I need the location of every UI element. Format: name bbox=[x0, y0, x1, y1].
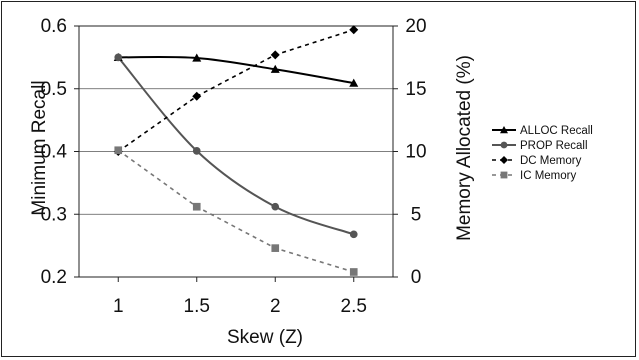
axes bbox=[74, 25, 398, 282]
data-point bbox=[349, 25, 359, 35]
y-tick-label: 0.4 bbox=[41, 142, 68, 163]
y2-tick-label: 0 bbox=[411, 267, 422, 288]
legend-entry: ALLOC Recall bbox=[492, 125, 593, 137]
x-tick-label: 2 bbox=[270, 296, 281, 317]
series-line-2 bbox=[117, 29, 354, 153]
y2-tick-label: 10 bbox=[405, 142, 426, 163]
legend-marker bbox=[500, 171, 508, 179]
data-point bbox=[192, 91, 202, 101]
x-tick-label: 2.5 bbox=[341, 296, 367, 317]
data-point bbox=[192, 53, 202, 62]
legend: ALLOC Recall PROP Recall DC Memory IC Memor… bbox=[492, 125, 593, 182]
data-point bbox=[114, 53, 123, 62]
legend-entry: PROP Recall bbox=[492, 140, 588, 152]
x-axis-title: Skew (Z) bbox=[227, 327, 303, 348]
data-point bbox=[192, 147, 201, 155]
y-tick-label: 0.5 bbox=[41, 79, 67, 100]
data-point bbox=[192, 202, 201, 211]
y2-tick-label: 15 bbox=[405, 79, 426, 100]
y-tick-label: 0.6 bbox=[41, 16, 67, 37]
data-point bbox=[349, 268, 358, 276]
gridlines bbox=[79, 88, 393, 215]
series-lines bbox=[117, 29, 355, 273]
legend-marker bbox=[500, 156, 508, 164]
y-axis-title: Minimum Recall bbox=[29, 80, 50, 215]
series-line-3 bbox=[117, 149, 354, 273]
y2-axis-title: Memory Allocated (%) bbox=[454, 55, 475, 241]
series-markers bbox=[113, 25, 359, 276]
data-point bbox=[114, 146, 123, 155]
legend-label: IC Memory bbox=[520, 170, 576, 182]
y2-tick-label: 5 bbox=[411, 204, 422, 225]
y2-tick-label: 20 bbox=[405, 16, 426, 37]
legend-marker bbox=[500, 141, 508, 149]
legend-entry: IC Memory bbox=[492, 170, 576, 182]
data-point bbox=[349, 78, 359, 87]
tick-labels: 0.2 0.3 0.4 0.5 0.6 0 5 10 15 20 1 1.5 2 2.5 bbox=[41, 16, 427, 317]
legend-label: PROP Recall bbox=[520, 140, 588, 152]
data-point bbox=[349, 230, 358, 239]
data-point bbox=[270, 50, 280, 60]
data-point bbox=[270, 64, 280, 73]
series-line-0 bbox=[118, 55, 354, 85]
x-tick-label: 1.5 bbox=[184, 296, 210, 317]
legend-entry: DC Memory bbox=[492, 155, 582, 167]
x-tick-label: 1 bbox=[113, 296, 124, 317]
legend-label: DC Memory bbox=[520, 155, 582, 167]
data-point bbox=[271, 244, 280, 252]
data-point bbox=[271, 202, 280, 211]
legend-label: ALLOC Recall bbox=[520, 125, 593, 137]
legend-marker bbox=[500, 126, 508, 134]
y-tick-label: 0.2 bbox=[41, 267, 67, 288]
series-line-1 bbox=[117, 56, 355, 236]
y-tick-label: 0.3 bbox=[41, 204, 67, 225]
